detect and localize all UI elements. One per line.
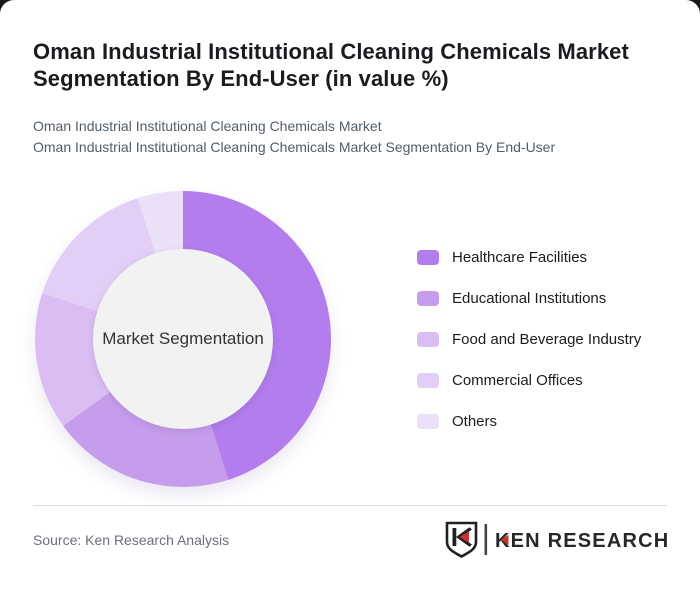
source-note: Source: Ken Research Analysis <box>33 532 230 548</box>
subtitle-line-1: Oman Industrial Institutional Cleaning C… <box>33 118 382 134</box>
logo-separator <box>484 524 488 555</box>
subtitle-block: Oman Industrial Institutional Cleaning C… <box>33 116 667 158</box>
legend-label: Others <box>452 412 498 430</box>
legend-label: Healthcare Facilities <box>452 248 588 266</box>
ken-research-logo: KEN RESEARCH <box>443 520 667 560</box>
legend-item: Educational Institutions <box>417 290 641 307</box>
page-title: Oman Industrial Institutional Cleaning C… <box>33 39 629 91</box>
legend-swatch <box>417 331 439 347</box>
logo-k-triangle <box>500 534 509 545</box>
legend-item: Others <box>417 413 641 430</box>
donut-chart-wrap: Market Segmentation <box>35 191 331 487</box>
chart-area: Market Segmentation Healthcare Facilitie… <box>33 191 667 487</box>
donut-center-label: Market Segmentation <box>102 329 264 348</box>
legend-item: Commercial Offices <box>417 372 641 389</box>
legend-label: Food and Beverage Industry <box>452 330 642 348</box>
donut-center: Market Segmentation <box>93 249 273 429</box>
footer: Source: Ken Research Analysis KEN RESEAR… <box>33 520 667 560</box>
legend-label: Commercial Offices <box>452 371 583 389</box>
legend: Healthcare Facilities Educational Institu… <box>417 249 641 430</box>
subtitle-line-2: Oman Industrial Institutional Cleaning C… <box>33 139 556 155</box>
legend-swatch <box>417 290 439 306</box>
footer-divider <box>33 505 667 506</box>
ken-research-logo-graphic: KEN RESEARCH <box>445 521 667 558</box>
legend-swatch <box>417 413 439 429</box>
logo-wordmark: KEN RESEARCH <box>495 530 667 552</box>
legend-swatch <box>417 249 439 265</box>
legend-item: Healthcare Facilities <box>417 249 641 266</box>
legend-swatch <box>417 372 439 388</box>
shield-k-icon <box>445 521 478 558</box>
legend-label: Educational Institutions <box>452 289 607 307</box>
legend-item: Food and Beverage Industry <box>417 331 641 348</box>
